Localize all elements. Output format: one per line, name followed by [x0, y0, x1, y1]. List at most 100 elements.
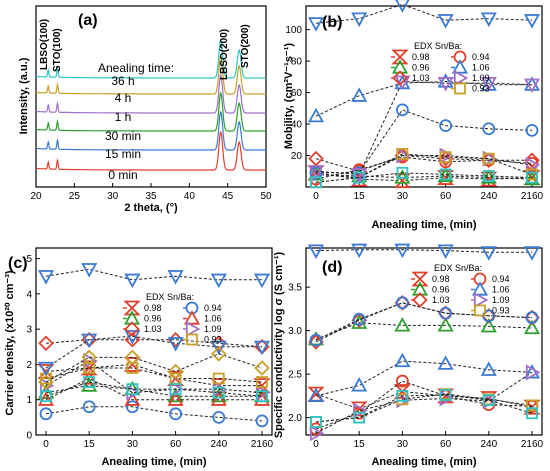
data-point [480, 361, 497, 376]
data-point [353, 411, 366, 424]
legend-marker [451, 59, 469, 74]
legend-entry: 0.98 [412, 52, 430, 62]
x-tick-label: 60 [170, 439, 182, 450]
panel-label-c: (c) [8, 255, 28, 272]
legend-entry: 1.09 [472, 73, 490, 83]
y-tick-label: 100 [285, 25, 302, 36]
peak-label-sto200: STO(200) [240, 24, 251, 68]
data-point [394, 317, 411, 332]
series-line [316, 109, 533, 174]
data-point [396, 148, 409, 160]
data-point [81, 333, 98, 349]
x-tick-label: 240 [480, 439, 497, 450]
data-point [523, 14, 541, 29]
legend-d: EDX Sn/Ba:0.980.961.03 0.941.061.090.93 [411, 263, 510, 317]
legend-entry: 1.09 [492, 295, 510, 305]
legend-entry: 0.96 [144, 314, 162, 324]
x-tick-label: 30 [127, 439, 139, 450]
series-d [307, 243, 541, 442]
x-tick-label: 45 [222, 191, 234, 202]
trace-labels: 0 min 15 min 30 min 1 h 4 h 36 h [105, 74, 141, 182]
x-tick-label: 15 [354, 191, 366, 202]
data-point [350, 401, 368, 417]
legend-marker [392, 70, 408, 86]
data-point [169, 407, 183, 421]
legend-marker [124, 321, 140, 337]
data-point [437, 355, 454, 370]
series-line [315, 80, 532, 117]
series-line [315, 249, 532, 253]
data-point [211, 346, 227, 362]
x-axis-label-c: Anealing time, (min) [101, 456, 206, 468]
series-line [315, 360, 533, 397]
data-point [307, 17, 325, 32]
x-axis-label-a: 2 theta, (°) [124, 202, 178, 214]
peak-label-sto100: STO(100) [52, 28, 63, 72]
x-tick-label: 30 [107, 191, 119, 202]
data-point [437, 317, 454, 332]
data-point [439, 119, 453, 133]
data-point [437, 14, 454, 29]
series-line [45, 367, 263, 383]
data-point [523, 78, 541, 94]
data-point [210, 273, 227, 289]
series-line [315, 302, 533, 341]
xrd-trace [36, 91, 266, 132]
data-point [310, 176, 322, 189]
data-point [525, 156, 541, 173]
data-point [353, 402, 368, 419]
panel-c: 0 15 30 60 240 2160 0 1 2 3 4 5 (c) Anealing time, … [4, 247, 274, 468]
x-tick-label: 2160 [521, 191, 544, 202]
series-line [315, 394, 533, 423]
data-point [526, 407, 538, 420]
data-point [482, 122, 496, 136]
x-tick-label: 60 [440, 439, 452, 450]
legend-entry: 1.03 [412, 73, 430, 83]
series-c [37, 263, 271, 428]
legend-c: EDX Sn/Ba:0.980.961.03 0.941.061.090.93 [123, 292, 222, 346]
legend-entry: 1.03 [144, 324, 162, 334]
data-point [394, 243, 411, 259]
data-point [395, 0, 410, 13]
data-point [394, 75, 411, 90]
y-axis-label-c: Carrier density, (x10²⁰ cm⁻³) [4, 270, 16, 415]
series-line [45, 335, 262, 369]
legend-title: EDX Sn/Ba: [434, 263, 482, 273]
data-point [307, 107, 325, 123]
x-tick-label: 25 [69, 191, 81, 202]
data-point [395, 296, 409, 310]
x-tick-label: 0 [313, 439, 319, 450]
y-tick-label: 20 [291, 151, 303, 162]
data-point [37, 270, 55, 285]
xrd-trace [36, 38, 266, 79]
legend-entry: 0.93 [492, 306, 510, 316]
peak-label-lbso200: LBSO(200) [219, 29, 230, 80]
data-point [81, 349, 97, 366]
data-point [351, 12, 368, 27]
legend-title-a: Anealing time: [98, 61, 174, 75]
data-point [256, 390, 268, 403]
legend-title: EDX Sn/Ba: [146, 292, 194, 302]
trace-label: 36 h [111, 74, 134, 88]
series-line [45, 363, 262, 387]
y-tick-label: 3.5 [288, 283, 302, 294]
x-tick-label: 240 [210, 439, 227, 450]
series-line [315, 156, 533, 180]
data-point [482, 152, 495, 165]
data-point [523, 170, 541, 186]
x-tick-label: 0 [313, 191, 319, 202]
series-line [315, 390, 533, 410]
y-tick-label: 2 [26, 360, 32, 371]
series-line [45, 353, 263, 383]
data-point [480, 246, 497, 261]
series-line [315, 80, 533, 175]
legend-title: EDX Sn/Ba: [414, 41, 462, 51]
y-tick-label: 60 [291, 88, 303, 99]
panel-a: 20 25 30 35 40 45 50 (a) LBSO(100) STO(100) LB… [18, 5, 272, 214]
x-tick-label: 30 [397, 191, 409, 202]
legend-entry: 1.06 [492, 285, 510, 295]
series-line [315, 173, 533, 180]
legend-entry: 0.94 [204, 303, 222, 313]
data-point [525, 123, 539, 137]
x-tick-label: 0 [43, 439, 49, 450]
